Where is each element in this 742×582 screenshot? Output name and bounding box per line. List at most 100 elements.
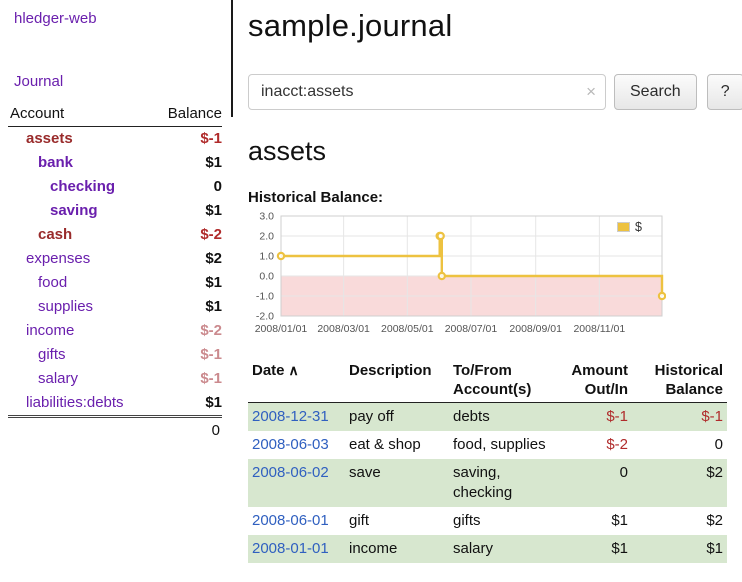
svg-text:2008/05/01: 2008/05/01 bbox=[381, 323, 434, 335]
sort-ascending-icon: ∧ bbox=[288, 362, 299, 378]
svg-text:2008/03/01: 2008/03/01 bbox=[317, 323, 370, 335]
svg-text:2008/01/01: 2008/01/01 bbox=[255, 323, 308, 335]
account-row: expenses $2 bbox=[8, 247, 222, 271]
account-balance: $1 bbox=[205, 394, 222, 411]
account-balance: 0 bbox=[213, 178, 222, 195]
nav-journal-link[interactable]: Journal bbox=[14, 73, 64, 90]
series-swatch-icon bbox=[617, 222, 631, 232]
chart-title: Historical Balance: bbox=[248, 189, 384, 206]
register-cell-amount: $1 bbox=[611, 540, 628, 557]
clear-search-icon[interactable]: × bbox=[586, 82, 596, 101]
account-link[interactable]: bank bbox=[38, 154, 74, 171]
account-link[interactable]: supplies bbox=[38, 298, 94, 315]
register-cell-date: 2008-06-01 bbox=[248, 507, 345, 535]
register-cell-description: eat & shop bbox=[349, 436, 421, 453]
search-button[interactable]: Search bbox=[614, 74, 697, 110]
account-balance: $2 bbox=[205, 250, 222, 267]
account-link[interactable]: liabilities:debts bbox=[26, 394, 124, 411]
register-header-accounts[interactable]: To/From Account(s) bbox=[449, 359, 557, 403]
register-cell-description: save bbox=[349, 464, 381, 481]
register-table: Date ∧ Description To/From Account(s) Amo… bbox=[248, 359, 727, 563]
svg-text:2.0: 2.0 bbox=[259, 231, 274, 243]
series-label: $ bbox=[635, 220, 642, 234]
register-cell-balance: $-1 bbox=[701, 408, 723, 425]
date-link[interactable]: 2008-06-02 bbox=[252, 464, 329, 481]
accounts-total-row: 0 bbox=[8, 415, 222, 444]
register-header-amount[interactable]: Amount Out/In bbox=[557, 359, 632, 403]
register-cell-accounts: debts bbox=[453, 408, 490, 425]
accounts-total-spacer bbox=[8, 415, 152, 444]
account-name-cell: cash bbox=[8, 223, 152, 247]
register-cell-amount: $-1 bbox=[606, 408, 628, 425]
register-cell-amount: 0 bbox=[619, 464, 628, 481]
help-button[interactable]: ? bbox=[706, 74, 742, 110]
accounts-total-balance: 0 bbox=[151, 415, 222, 444]
account-name-cell: supplies bbox=[8, 295, 152, 319]
account-link[interactable]: cash bbox=[38, 226, 73, 243]
account-name-cell: gifts bbox=[8, 343, 152, 367]
svg-text:2008/11/01: 2008/11/01 bbox=[573, 323, 625, 335]
register-cell-balance: $2 bbox=[706, 512, 723, 529]
account-row: food $1 bbox=[8, 271, 222, 295]
data-point-marker bbox=[436, 231, 445, 241]
account-balance: $1 bbox=[205, 154, 222, 171]
register-cell-accounts: food, supplies bbox=[453, 436, 546, 453]
search-box: × bbox=[248, 74, 606, 110]
account-link[interactable]: gifts bbox=[38, 346, 66, 363]
register-cell-accounts: saving, checking bbox=[453, 464, 513, 501]
register-table-body: 2008-12-31 pay off debts $-1 $-1 2008-06-03 ea… bbox=[248, 402, 727, 563]
date-link[interactable]: 2008-12-31 bbox=[252, 408, 329, 425]
svg-text:2008/07/01: 2008/07/01 bbox=[445, 323, 498, 335]
account-link[interactable]: food bbox=[38, 274, 68, 291]
account-link[interactable]: assets bbox=[26, 130, 73, 147]
register-row: 2008-06-01 gift gifts $1 $2 bbox=[248, 507, 727, 535]
app-title-link[interactable]: hledger-web bbox=[14, 10, 97, 27]
accounts-table-footer: 0 bbox=[8, 415, 222, 444]
register-cell-description: gift bbox=[349, 512, 370, 529]
account-balance: $1 bbox=[205, 274, 222, 291]
account-row: assets $-1 bbox=[8, 127, 222, 152]
svg-text:0.0: 0.0 bbox=[259, 271, 274, 283]
account-link[interactable]: saving bbox=[50, 202, 98, 219]
chart-legend: $ bbox=[613, 219, 646, 235]
account-name-cell: saving bbox=[8, 199, 152, 223]
account-row: income $-2 bbox=[8, 319, 222, 343]
account-row: saving $1 bbox=[8, 199, 222, 223]
register-cell-balance: 0 bbox=[714, 436, 723, 453]
account-name-cell: expenses bbox=[8, 247, 152, 271]
register-header-balance[interactable]: Historical Balance bbox=[632, 359, 727, 403]
sidebar-divider bbox=[231, 0, 233, 117]
main-content: sample.journal × Search ? assets Histori… bbox=[232, 0, 742, 582]
register-row: 2008-01-01 income salary $1 $1 bbox=[248, 535, 727, 563]
account-link[interactable]: expenses bbox=[26, 250, 91, 267]
register-cell-date: 2008-01-01 bbox=[248, 535, 345, 563]
register-table-header: Date ∧ Description To/From Account(s) Amo… bbox=[248, 359, 727, 403]
account-balance: $-1 bbox=[200, 130, 222, 147]
svg-text:3.0: 3.0 bbox=[259, 211, 274, 223]
date-link[interactable]: 2008-06-01 bbox=[252, 512, 329, 529]
register-header-description[interactable]: Description bbox=[345, 359, 449, 403]
date-link[interactable]: 2008-06-03 bbox=[252, 436, 329, 453]
date-link[interactable]: 2008-01-01 bbox=[252, 540, 329, 557]
register-cell-amount: $-2 bbox=[606, 436, 628, 453]
account-link[interactable]: income bbox=[26, 322, 75, 339]
register-header-date[interactable]: Date ∧ bbox=[248, 359, 345, 403]
accounts-header-balance: Balance bbox=[151, 102, 222, 127]
account-link[interactable]: salary bbox=[38, 370, 79, 387]
accounts-header-account: Account bbox=[8, 102, 152, 127]
account-name-cell: liabilities:debts bbox=[8, 391, 152, 417]
search-bar: × Search ? bbox=[248, 74, 742, 110]
account-row: checking 0 bbox=[8, 175, 222, 199]
account-link[interactable]: checking bbox=[50, 178, 116, 195]
register-row: 2008-06-03 eat & shop food, supplies $-2 0 bbox=[248, 431, 727, 459]
account-balance: $1 bbox=[205, 298, 222, 315]
svg-text:-2.0: -2.0 bbox=[256, 311, 274, 323]
account-balance: $-1 bbox=[200, 346, 222, 363]
register-header-date-label: Date bbox=[252, 362, 285, 379]
search-input[interactable] bbox=[248, 74, 606, 110]
accounts-table: Account Balance assets $-1 bank $1 checking 0… bbox=[8, 102, 222, 444]
accounts-table-body: assets $-1 bank $1 checking 0 saving $1 cash $-2 e… bbox=[8, 127, 222, 417]
register-cell-balance: $1 bbox=[706, 540, 723, 557]
